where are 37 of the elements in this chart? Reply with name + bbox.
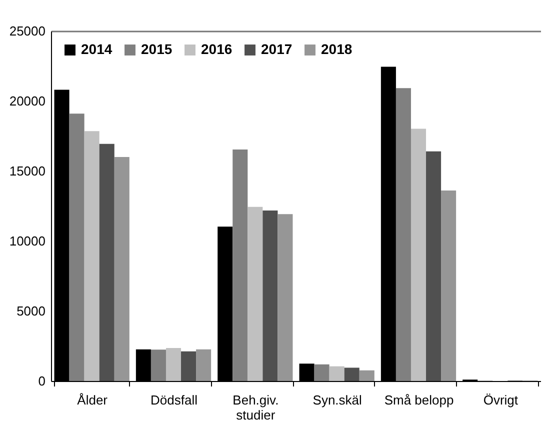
bar xyxy=(441,190,456,381)
bar xyxy=(232,149,248,381)
x-tick-label: Syn.skäl xyxy=(312,392,362,408)
bar xyxy=(278,214,293,381)
bar xyxy=(99,144,114,381)
bar xyxy=(69,114,84,381)
bar xyxy=(344,368,360,381)
bar xyxy=(314,364,330,381)
bar xyxy=(329,366,344,381)
bar xyxy=(359,370,374,381)
y-tick-label: 15000 xyxy=(9,164,46,178)
x-tick-label: Små belopp xyxy=(384,392,454,408)
legend-label: 2015 xyxy=(141,41,172,57)
legend-label: 2017 xyxy=(261,41,292,57)
bar xyxy=(396,88,411,381)
bar xyxy=(166,348,182,381)
bar xyxy=(262,210,278,381)
bar xyxy=(196,349,212,381)
bar xyxy=(114,157,130,381)
bar xyxy=(150,350,166,381)
bar xyxy=(181,351,196,381)
legend-label: 2016 xyxy=(201,41,232,57)
y-tick-label: 10000 xyxy=(9,234,46,248)
y-tick-label: 0 xyxy=(38,374,46,388)
x-tick-label: Ålder xyxy=(77,392,108,408)
y-tick-label: 20000 xyxy=(9,94,46,108)
x-tick-label: Beh.giv. studier xyxy=(232,392,279,422)
bar xyxy=(248,206,263,381)
bar xyxy=(84,131,100,381)
y-tick-label: 5000 xyxy=(16,304,46,318)
bar xyxy=(426,151,442,381)
bar xyxy=(410,128,426,381)
x-tick-label: Dödsfall xyxy=(150,392,198,408)
legend-label: 2014 xyxy=(81,41,112,57)
legend-label: 2018 xyxy=(321,41,352,57)
x-tick-label: Övrigt xyxy=(483,392,518,408)
y-tick-label: 25000 xyxy=(9,24,46,38)
